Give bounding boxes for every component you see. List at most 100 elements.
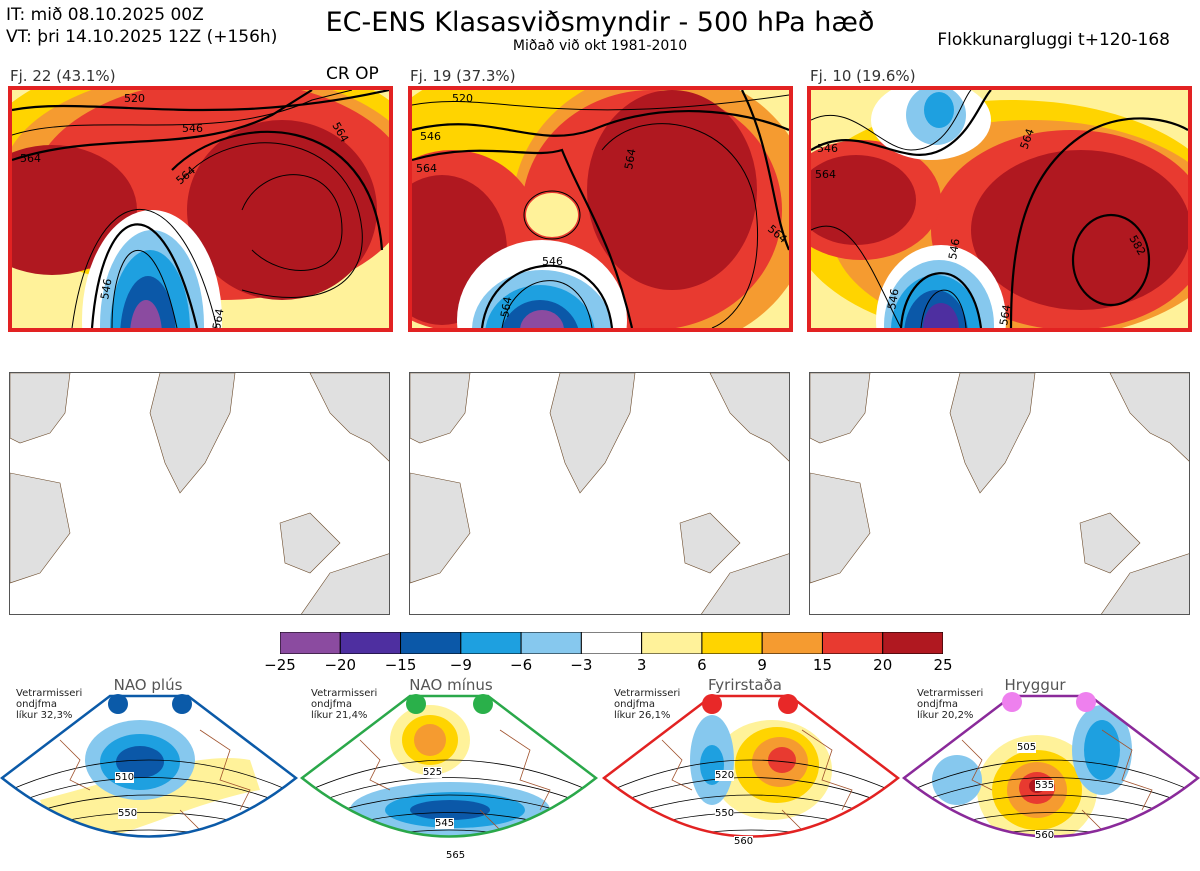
regime-info-line: líkur 21,4% <box>311 710 368 721</box>
colorbar-tick-label: 15 <box>812 656 832 674</box>
regime-info-line: ondjfma <box>614 699 655 710</box>
regime-info-line: Vetrarmisseri <box>16 688 83 699</box>
colorbar-tick-label: 20 <box>873 656 893 674</box>
colorbar-segment <box>520 632 582 654</box>
page-subtitle: Miðað við okt 1981-2010 <box>512 38 688 54</box>
contour-line <box>811 90 972 151</box>
land-europe <box>301 553 389 614</box>
regime-contour-label: 560 <box>734 836 754 847</box>
land-outline <box>410 373 789 614</box>
colorbar-segment <box>882 632 943 654</box>
height-contours <box>12 90 389 328</box>
colorbar-segment <box>400 632 462 654</box>
regime-info-line: Vetrarmisseri <box>311 688 378 699</box>
land-outline <box>810 373 1189 614</box>
cluster-2-anomaly-map: 546 564 564 564 546 520 564 <box>408 86 793 332</box>
cluster-3-svg: 546 564 546 564 582 546 564 <box>811 90 1188 328</box>
regime-name: NAO plús <box>113 676 183 694</box>
contour-line <box>71 208 218 328</box>
regime-info-line: ondjfma <box>16 699 57 710</box>
cluster-3-anomaly-map: 546 564 546 564 582 546 564 <box>807 86 1192 332</box>
cluster-1-svg: 546 564 564 564 546 564 520 <box>12 90 389 328</box>
land-scandinavia <box>709 373 789 462</box>
land-scandinavia <box>1109 373 1189 462</box>
colorbar-tick-label: 3 <box>636 656 647 674</box>
regime-contour-label: 535 <box>1035 780 1055 791</box>
anomaly-high-east <box>971 150 1188 310</box>
land-west <box>10 373 71 444</box>
land-british-isles <box>679 512 741 574</box>
regime-info-line: ondjfma <box>311 699 352 710</box>
anomaly-low-north <box>924 92 954 128</box>
colorbar-tick-label: 6 <box>697 656 707 674</box>
colorbar-segment <box>821 632 884 654</box>
regime-marker-dot <box>778 694 798 714</box>
contour-label: 520 <box>124 92 145 105</box>
colorbar-segment <box>280 632 341 654</box>
colorbar-tick-label: 25 <box>933 656 953 674</box>
init-time: IT: mið 08.10.2025 00Z <box>6 5 204 25</box>
regime-contour-label: 560 <box>1035 830 1055 841</box>
regime-map <box>0 694 298 838</box>
contour-label: 546 <box>817 142 838 155</box>
contour-label: 564 <box>210 308 226 328</box>
anomaly-low-core <box>923 303 959 328</box>
contour-line <box>412 109 789 137</box>
regime-contour-label: 550 <box>118 808 138 819</box>
regime-info-line: ondjfma <box>917 699 958 710</box>
height-contours <box>811 90 1188 328</box>
colorbar <box>280 632 943 654</box>
contour-label: 546 <box>98 278 114 301</box>
contour-line <box>501 280 593 328</box>
contour-line <box>741 90 789 251</box>
land-canada <box>10 472 71 584</box>
contour-line <box>12 90 389 112</box>
land-british-isles <box>279 512 341 574</box>
regime-contour-label: 550 <box>715 808 735 819</box>
contour-line <box>171 130 384 251</box>
contour-line <box>111 249 178 328</box>
regime-marker-dot <box>172 694 192 714</box>
contour-label: 546 <box>420 130 441 143</box>
cluster-3-label: Fj. 10 (19.6%) <box>810 67 916 85</box>
contour-line <box>601 123 759 328</box>
contour-label: 564 <box>622 148 638 171</box>
cluster-1-anomaly-map: 546 564 564 564 546 564 520 <box>8 86 393 332</box>
anomaly-high-west <box>811 155 916 245</box>
colorbar-tick-label: −6 <box>510 656 533 674</box>
land-greenland <box>549 373 636 494</box>
regime-info: Vetrarmisseri ondjfma líkur 26,1% <box>614 688 680 721</box>
regime-name: Fyrirstaða <box>708 676 782 694</box>
height-contours <box>412 90 789 328</box>
contour-line <box>241 174 343 271</box>
anomaly-low-core <box>130 300 162 328</box>
contour-line <box>90 223 199 328</box>
cluster-1-tag: CR OP <box>326 64 379 84</box>
colorbar-tick-label: −3 <box>570 656 593 674</box>
cluster-2-blank-map <box>409 372 790 615</box>
regime-info: Vetrarmisseri ondjfma líkur 21,4% <box>311 688 377 721</box>
regime-contour-label: 505 <box>1017 742 1037 753</box>
contour-label: 564 <box>498 296 514 319</box>
regime-info-line: Vetrarmisseri <box>917 688 984 699</box>
land-west <box>410 373 471 444</box>
land-europe <box>1101 553 1189 614</box>
land-europe <box>701 553 789 614</box>
regime-info: Vetrarmisseri ondjfma líkur 32,3% <box>16 688 82 721</box>
contour-label: 564 <box>815 168 836 181</box>
contour-line <box>1071 213 1151 307</box>
colorbar-tick-label: −20 <box>324 656 357 674</box>
regime-contour-label: 565 <box>446 850 466 861</box>
contour-line <box>523 190 581 240</box>
regime-info-line: Vetrarmisseri <box>614 688 681 699</box>
contour-line <box>920 289 967 328</box>
contour-line <box>899 272 983 328</box>
contour-line <box>1009 117 1188 328</box>
contour-label: 564 <box>997 304 1013 327</box>
anomaly-cutoff <box>526 193 578 237</box>
colorbar-segment <box>460 632 522 654</box>
colorbar-tick-label: −25 <box>264 656 296 674</box>
regime-info-line: líkur 32,3% <box>16 710 73 721</box>
regime-name: NAO mínus <box>409 676 493 694</box>
colorbar-segment <box>761 632 823 654</box>
